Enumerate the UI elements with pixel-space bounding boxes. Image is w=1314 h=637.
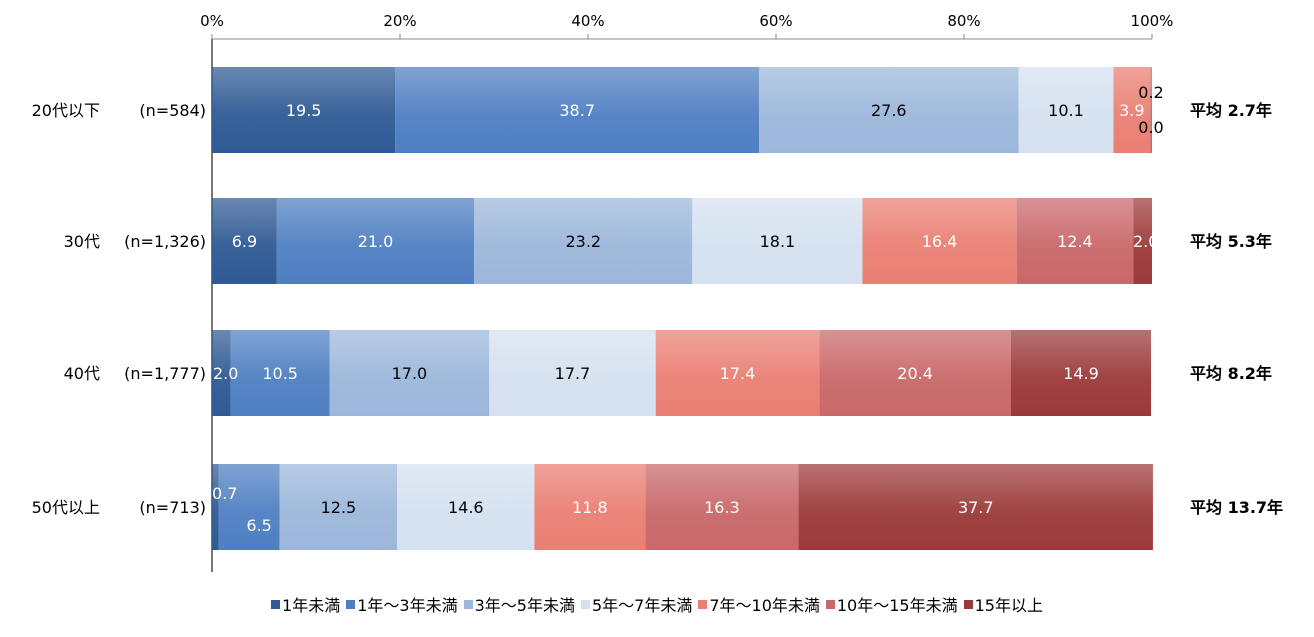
bar-segment (1113, 67, 1151, 153)
bar-segment (212, 464, 219, 550)
value-label: 3.9 (1119, 101, 1144, 120)
value-label: 20.4 (897, 364, 933, 383)
legend-item: 3年～5年未満 (463, 592, 575, 616)
bar-segment (655, 330, 820, 416)
legend-swatch (825, 599, 835, 609)
legend-label: 10年～15年未満 (836, 596, 958, 615)
value-label: 27.6 (871, 101, 907, 120)
x-tick-label: 60% (759, 12, 792, 30)
category-label: 50代以上 (32, 498, 100, 517)
legend-item: 10年～15年未満 (825, 592, 958, 616)
x-tick-label: 80% (947, 12, 980, 30)
value-label: 0.2 (1138, 83, 1163, 102)
x-tick-label: 100% (1131, 12, 1174, 30)
value-label: 37.7 (958, 498, 994, 517)
bar-segment (218, 464, 280, 550)
legend-label: 3年～5年未満 (474, 596, 575, 615)
value-label: 2.0 (213, 364, 238, 383)
legend-label: 15年以上 (974, 596, 1043, 615)
value-label: 21.0 (358, 232, 394, 251)
bar-segment (1011, 330, 1152, 416)
bar-segment (534, 464, 646, 550)
bar-segment (1150, 67, 1152, 153)
average-label: 平均 5.3年 (1190, 232, 1272, 251)
chart-legend: 1年未満 1年～3年未満 3年～5年未満 5年～7年未満 7年～10年未満 10年～15年… (0, 592, 1314, 616)
value-label: 16.3 (704, 498, 740, 517)
bar-segment (862, 198, 1017, 284)
average-label: 平均 2.7年 (1190, 101, 1272, 120)
value-label: 17.4 (720, 364, 756, 383)
value-label: 6.9 (232, 232, 257, 251)
legend-swatch (963, 599, 973, 609)
value-label: 6.5 (246, 516, 271, 535)
x-tick-label: 0% (200, 12, 224, 30)
value-label: 17.7 (555, 364, 591, 383)
sample-size-label: (n=713) (139, 498, 206, 517)
bar-segment (798, 464, 1153, 550)
legend-label: 1年未満 (282, 596, 341, 615)
bar-segment (395, 67, 760, 153)
stacked-bar-chart: 0% 20% 40% 60% 80% 100% 19.5 38.7 27.6 10.1 3.90.2… (32, 12, 1283, 572)
bar-segment (212, 330, 231, 416)
bar-segment (212, 198, 277, 284)
value-label: 18.1 (760, 232, 796, 251)
bar-segment (692, 198, 863, 284)
value-label: 23.2 (565, 232, 601, 251)
legend-item: 5年～7年未満 (580, 592, 693, 616)
x-tick-label: 20% (383, 12, 416, 30)
legend-item: 1年未満 (271, 592, 340, 616)
legend-swatch (271, 599, 281, 609)
value-label: 12.4 (1057, 232, 1093, 251)
legend-label: 1年～3年未満 (357, 596, 458, 615)
bar-segment (1016, 198, 1134, 284)
bar-segment (474, 198, 693, 284)
legend-item: 15年以上 (963, 592, 1043, 616)
value-label: 11.8 (572, 498, 608, 517)
bar-segment (230, 330, 330, 416)
value-label: 12.5 (321, 498, 357, 517)
bar-segment (645, 464, 799, 550)
value-label: 19.5 (286, 101, 322, 120)
bar-segment (276, 198, 475, 284)
legend-swatch (698, 599, 708, 609)
value-label: 2.0 (1133, 232, 1158, 251)
legend-swatch (463, 599, 473, 609)
sample-size-label: (n=1,777) (124, 364, 206, 383)
bar-segment (212, 67, 396, 153)
bar-segment (397, 464, 535, 550)
x-tick-label: 40% (571, 12, 604, 30)
legend-label: 7年～10年未満 (709, 596, 820, 615)
value-label: 38.7 (559, 101, 595, 120)
legend-item: 1年～3年未満 (346, 592, 458, 616)
legend-swatch (346, 599, 356, 609)
average-label: 平均 8.2年 (1190, 364, 1272, 383)
legend-label: 5年～7年未満 (591, 596, 693, 615)
bar-segment (1133, 198, 1152, 284)
bar-segment (759, 67, 1019, 153)
category-label: 30代 (64, 232, 100, 251)
value-label: 16.4 (922, 232, 958, 251)
bar-segment (329, 330, 490, 416)
category-label: 20代以下 (32, 101, 100, 120)
value-label: 14.6 (448, 498, 484, 517)
value-label: 0.7 (212, 484, 237, 503)
value-label: 10.5 (262, 364, 298, 383)
sample-size-label: (n=1,326) (124, 232, 206, 251)
sample-size-label: (n=584) (139, 101, 206, 120)
legend-swatch (580, 599, 590, 609)
bar-segment (279, 464, 398, 550)
bar-segment (819, 330, 1011, 416)
value-label: 17.0 (392, 364, 428, 383)
value-label: 0.0 (1138, 118, 1163, 137)
average-label: 平均 13.7年 (1190, 498, 1283, 517)
category-label: 40代 (64, 364, 100, 383)
value-label: 10.1 (1048, 101, 1084, 120)
bar-segment (489, 330, 656, 416)
value-label: 14.9 (1063, 364, 1099, 383)
bar-segment (1018, 67, 1114, 153)
legend-item: 7年～10年未満 (698, 592, 820, 616)
